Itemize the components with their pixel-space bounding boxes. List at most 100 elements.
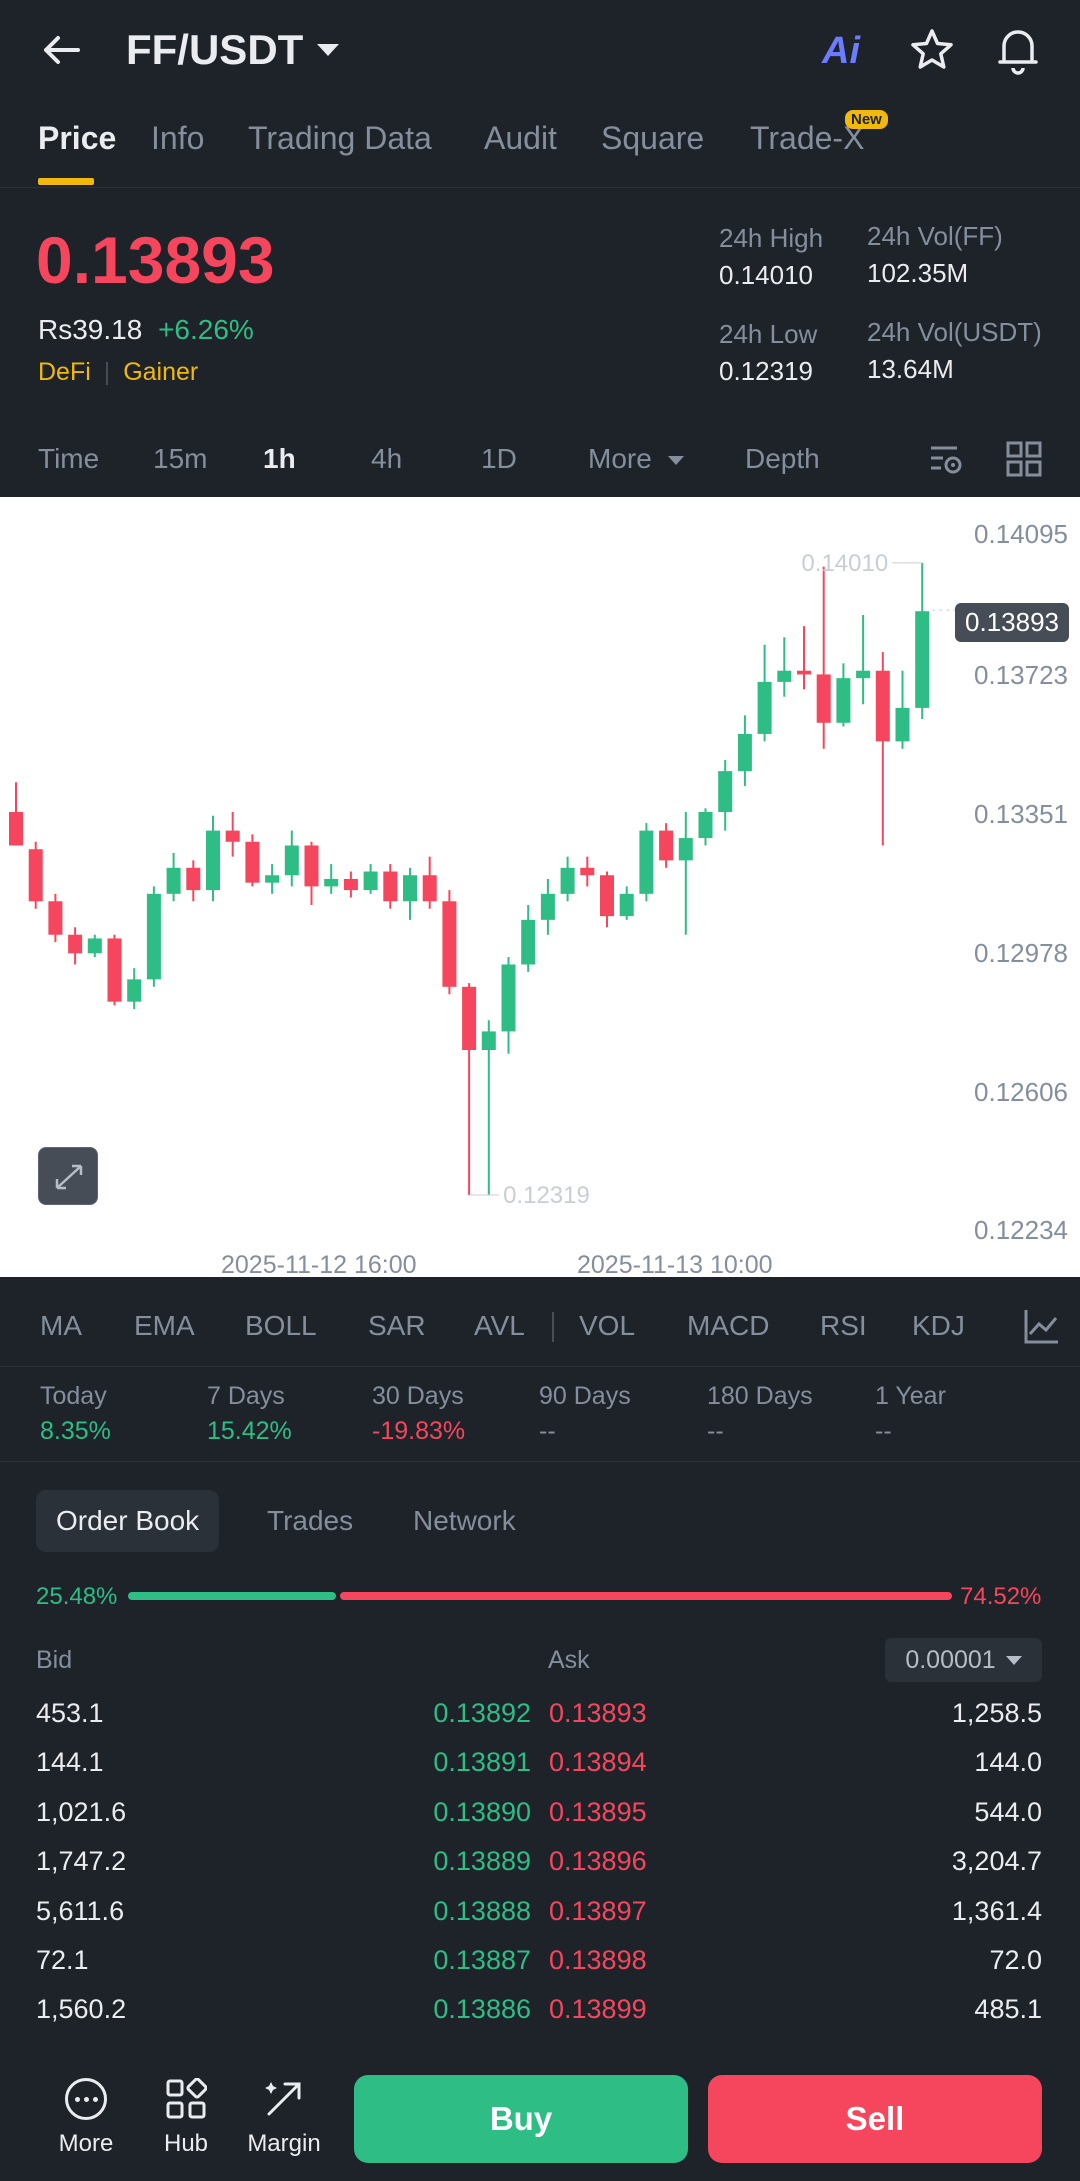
margin-icon	[263, 2078, 305, 2120]
candle-body	[737, 733, 752, 772]
candle-body	[343, 878, 358, 891]
ind-ema[interactable]: EMA	[134, 1310, 195, 1341]
precision-select[interactable]: 0.00001	[885, 1638, 1042, 1682]
candle-body	[836, 678, 851, 723]
bid-qty: 72.1	[36, 1945, 89, 1975]
header: FF/USDT Ai	[0, 0, 1080, 100]
bell-icon[interactable]	[994, 24, 1042, 76]
star-icon[interactable]	[908, 26, 956, 74]
divider	[552, 1312, 554, 1342]
indicator-settings-icon[interactable]	[1022, 1306, 1062, 1346]
active-tab-indicator	[38, 178, 94, 185]
y-tick: 0.12234	[974, 1215, 1068, 1245]
low-marker: 0.12319	[503, 1182, 590, 1209]
tf-15m[interactable]: 15m	[153, 443, 208, 474]
candle-body	[422, 875, 437, 902]
tf-4h[interactable]: 4h	[371, 443, 403, 474]
bid-qty: 1,021.6	[36, 1796, 127, 1827]
ask-price: 0.13894	[549, 1747, 647, 1778]
perf-7d: 7 Days 15.42%	[207, 1382, 292, 1445]
order-book-row[interactable]: 453.1 0.13892 0.13893 1,258.5	[0, 1690, 1080, 1739]
tf-1h[interactable]: 1h	[263, 443, 296, 474]
indicator-bar	[0, 1277, 1080, 1367]
ind-macd[interactable]: MACD	[687, 1310, 770, 1341]
perf-today: Today 8.35%	[40, 1382, 111, 1445]
tab-order-book[interactable]: Order Book	[36, 1490, 220, 1552]
tab-trading-data[interactable]: Trading Data	[248, 120, 432, 156]
candle-body	[580, 867, 595, 876]
tf-time[interactable]: Time	[38, 443, 100, 474]
back-arrow-icon[interactable]	[38, 26, 86, 74]
ind-kdj[interactable]: KDJ	[912, 1310, 965, 1341]
hub-button[interactable]: Hub	[150, 2077, 222, 2158]
ind-ma[interactable]: MA	[40, 1310, 82, 1341]
tab-audit[interactable]: Audit	[484, 120, 557, 156]
ask-qty: 3,204.7	[951, 1846, 1042, 1877]
ind-boll[interactable]: BOLL	[245, 1310, 317, 1341]
candle-body	[659, 830, 674, 861]
bid-price: 0.13892	[433, 1698, 531, 1728]
candle-body	[481, 1031, 496, 1051]
price-sub: Rs39.18 +6.26%	[38, 314, 254, 346]
margin-button[interactable]: Margin	[243, 2078, 325, 2158]
y-tick: 0.12606	[974, 1077, 1068, 1107]
order-book-row[interactable]: 1,021.6 0.13890 0.13895 544.0	[0, 1789, 1080, 1838]
candle-body	[324, 878, 339, 887]
order-book-row[interactable]: 72.1 0.13887 0.13898 72.0	[0, 1937, 1080, 1986]
price-change: +6.26%	[158, 314, 254, 345]
tag-defi[interactable]: DeFi	[38, 358, 91, 386]
ind-vol[interactable]: VOL	[579, 1310, 636, 1341]
ai-icon[interactable]: Ai	[822, 30, 860, 72]
candle-body	[146, 893, 161, 980]
order-book-row[interactable]: 1,560.2 0.13886 0.13899 485.1	[0, 1986, 1080, 2035]
main-tabs: Price Info Trading Data Audit Square Tra…	[0, 110, 1080, 188]
sell-button[interactable]: Sell	[708, 2075, 1042, 2163]
chart-settings-icon[interactable]	[927, 440, 965, 478]
pair-selector[interactable]: FF/USDT	[126, 22, 340, 78]
low-value: 0.12319	[719, 356, 813, 386]
tab-trade-x[interactable]: Trade-X	[750, 120, 865, 156]
candlestick-chart[interactable]: 0.14010 0.12319 0.14095 0.13723 0.13351 0…	[0, 497, 1080, 1279]
tab-trades[interactable]: Trades	[267, 1505, 354, 1536]
tf-1d[interactable]: 1D	[481, 443, 517, 474]
tab-square[interactable]: Square	[601, 120, 705, 156]
caret-down-icon	[1005, 1655, 1022, 1665]
tab-info[interactable]: Info	[151, 120, 205, 156]
more-button[interactable]: More	[50, 2078, 122, 2158]
bid-qty: 1,560.2	[36, 1994, 127, 2025]
bid-header: Bid	[36, 1646, 73, 1674]
performance-row: Today 8.35% 7 Days 15.42% 30 Days -19.83% 9…	[0, 1368, 1080, 1462]
perf-180d: 180 Days --	[707, 1382, 813, 1445]
ask-qty: 1,258.5	[951, 1698, 1042, 1728]
order-book-row[interactable]: 1,747.2 0.13889 0.13896 3,204.7	[0, 1838, 1080, 1887]
order-book-row[interactable]: 5,611.6 0.13888 0.13897 1,361.4	[0, 1888, 1080, 1937]
candle-body	[915, 611, 930, 708]
candle-body	[186, 867, 201, 891]
tf-more[interactable]: More	[588, 443, 684, 475]
candle-body	[639, 830, 654, 894]
candle-body	[698, 812, 713, 839]
buy-button[interactable]: Buy	[354, 2075, 688, 2163]
bid-qty: 453.1	[36, 1698, 104, 1728]
candle-body	[265, 875, 280, 883]
ind-avl[interactable]: AVL	[474, 1310, 525, 1341]
tab-price[interactable]: Price	[38, 120, 117, 156]
more-dots-icon	[65, 2078, 107, 2120]
tf-depth[interactable]: Depth	[745, 443, 820, 474]
ind-rsi[interactable]: RSI	[820, 1310, 867, 1341]
candle-body	[797, 670, 811, 675]
tab-network[interactable]: Network	[413, 1505, 516, 1536]
ind-sar[interactable]: SAR	[368, 1310, 426, 1341]
tag-gainer[interactable]: Gainer	[123, 358, 199, 386]
layout-grid-icon[interactable]	[1005, 440, 1043, 478]
order-book-row[interactable]: 144.1 0.13891 0.13894 144.0	[0, 1739, 1080, 1788]
expand-icon[interactable]	[38, 1147, 98, 1205]
ask-qty: 1,361.4	[951, 1895, 1042, 1926]
candle-body	[757, 681, 772, 734]
candle-body	[284, 845, 299, 876]
bid-price: 0.13889	[433, 1846, 531, 1877]
candle-body	[107, 938, 122, 1002]
pair-title: FF/USDT	[126, 26, 304, 73]
candle-body	[206, 830, 220, 891]
ask-price: 0.13898	[549, 1945, 647, 1975]
